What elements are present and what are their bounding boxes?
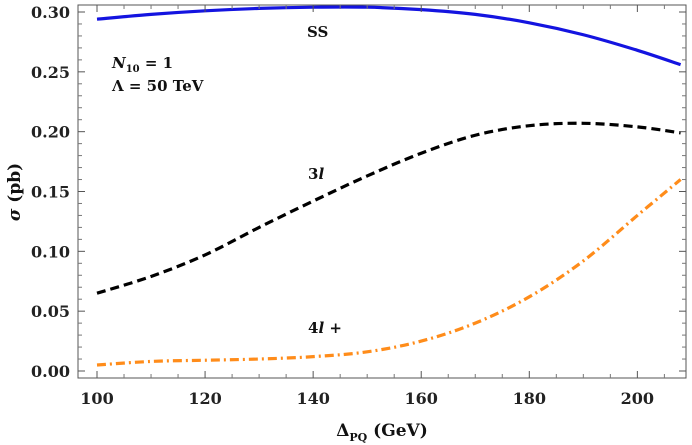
x-axis-title: ΔPQ (GeV) <box>336 421 428 444</box>
y-tick-label: 0.20 <box>31 123 70 142</box>
y-tick-label: 0.25 <box>31 63 70 82</box>
annotation-lambda: Λ = 50 TeV <box>111 77 204 95</box>
y-axis-title: σ (pb) <box>5 163 25 221</box>
series-lines <box>96 5 682 367</box>
series-line-3l <box>96 121 681 295</box>
x-tick-label: 100 <box>80 389 113 408</box>
series-line-4l <box>96 178 682 367</box>
y-tick-label: 0.10 <box>31 242 70 261</box>
series-label-4l-plus: 4l + <box>308 319 342 337</box>
series-label-3l: 3l <box>308 165 324 183</box>
series-line-ss <box>96 5 682 67</box>
x-tick-label: 160 <box>405 389 438 408</box>
y-tick-label: 0.05 <box>31 302 70 321</box>
annotation-n10: N10 = 1 <box>111 54 173 75</box>
x-tick-label: 180 <box>513 389 546 408</box>
x-tick-label: 120 <box>188 389 221 408</box>
y-tick-label: 0.15 <box>31 183 70 202</box>
y-tick-label: 0.00 <box>31 362 70 381</box>
y-tick-label: 0.30 <box>31 3 70 22</box>
x-tick-label: 140 <box>296 389 329 408</box>
axis-ticks <box>78 5 686 378</box>
tick-labels: 100 120 140 160 180 200 0.00 0.05 0.10 0.15 0.20 0.… <box>31 3 654 408</box>
series-label-ss: SS <box>307 23 328 41</box>
x-tick-label: 200 <box>621 389 654 408</box>
